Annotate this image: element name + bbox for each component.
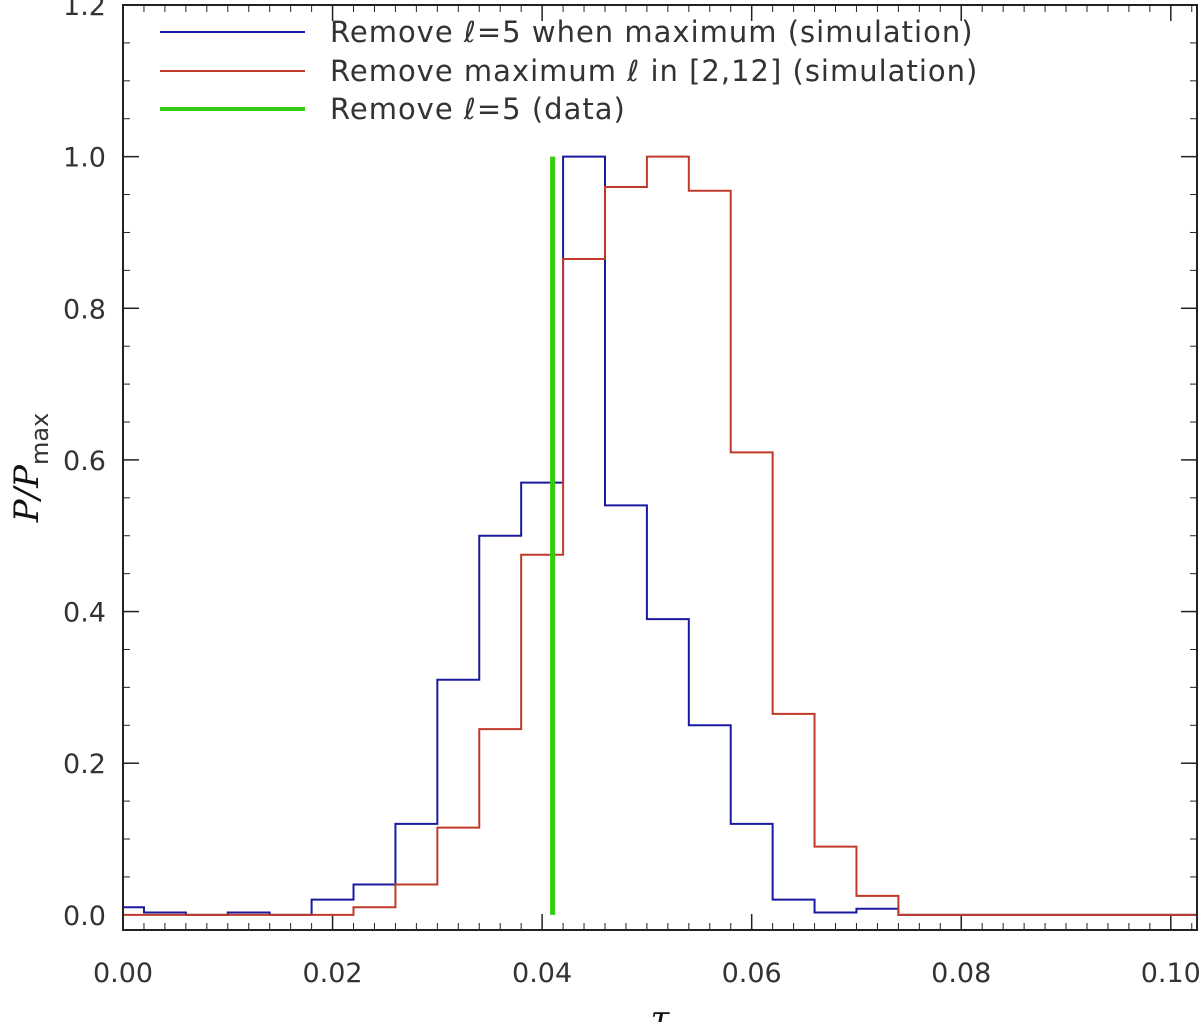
axis-ticks bbox=[122, 4, 1197, 930]
x-tick-label: 0.04 bbox=[512, 958, 572, 989]
series-layer bbox=[123, 155, 1197, 916]
legend: Remove ℓ=5 when maximum (simulation) Rem… bbox=[160, 15, 978, 126]
y-tick-label: 0.0 bbox=[63, 901, 106, 932]
legend-label-green: Remove ℓ=5 (data) bbox=[330, 92, 626, 126]
y-axis-title: P/Pmax bbox=[7, 413, 54, 524]
y-axis-title-sub: max bbox=[26, 413, 54, 465]
x-axis-title: τ bbox=[651, 999, 671, 1022]
histogram-series-blue bbox=[123, 155, 1197, 916]
x-tick-label: 0.08 bbox=[931, 958, 991, 989]
y-tick-label: 0.6 bbox=[63, 446, 106, 477]
x-tick-label: 0.02 bbox=[302, 958, 362, 989]
y-tick-label: 0.4 bbox=[63, 598, 106, 629]
legend-label-blue: Remove ℓ=5 when maximum (simulation) bbox=[330, 15, 974, 49]
x-tick-label: 0.10 bbox=[1141, 958, 1200, 989]
legend-label-red: Remove maximum ℓ in [2,12] (simulation) bbox=[330, 54, 978, 88]
plot-frame bbox=[122, 4, 1198, 931]
y-tick-label: 0.8 bbox=[63, 294, 106, 325]
y-tick-label: 1.0 bbox=[63, 143, 106, 174]
y-tick-label: 0.2 bbox=[63, 749, 106, 780]
y-tick-label: 1.2 bbox=[63, 0, 106, 22]
y-axis-title-main: P/P bbox=[7, 464, 47, 523]
x-tick-label: 0.06 bbox=[722, 958, 782, 989]
y-tick-labels: 0.0 0.2 0.4 0.6 0.8 1.0 1.2 bbox=[63, 0, 106, 932]
x-tick-label: 0.00 bbox=[93, 958, 153, 989]
svg-text:P/Pmax: P/Pmax bbox=[7, 413, 54, 524]
x-tick-labels: 0.00 0.02 0.04 0.06 0.08 0.10 bbox=[93, 958, 1200, 989]
histogram-series-red bbox=[123, 155, 1197, 916]
